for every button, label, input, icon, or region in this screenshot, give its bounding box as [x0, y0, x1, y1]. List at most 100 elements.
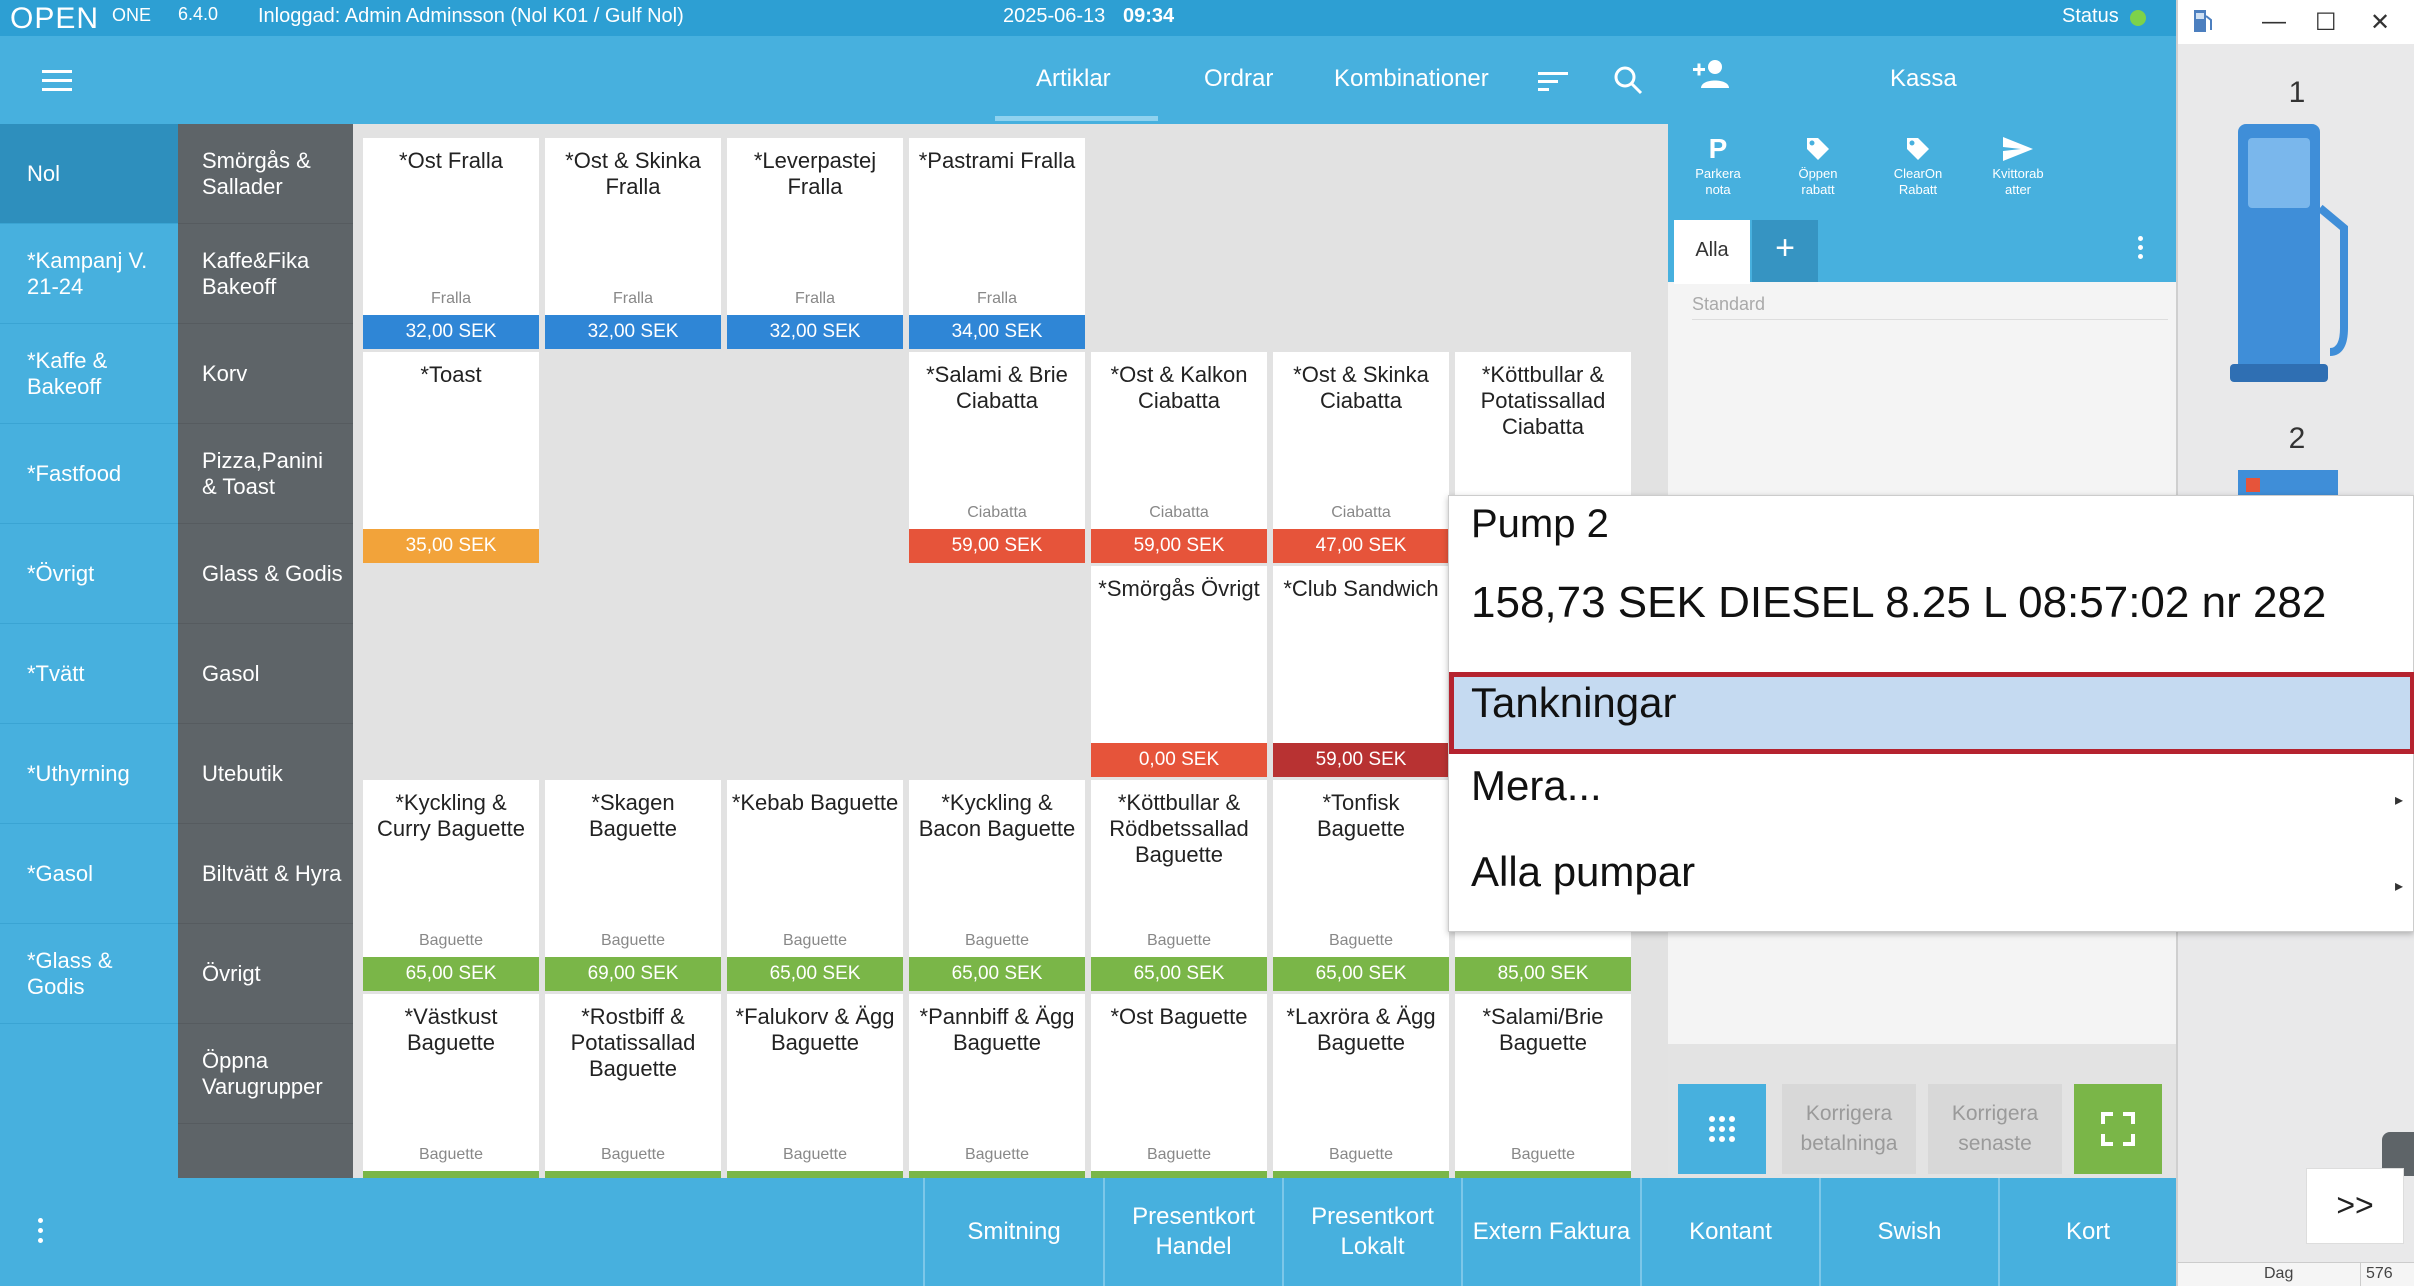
nav-item-ovrigt[interactable]: *Övrigt	[0, 524, 178, 624]
presentkort-lokalt-button[interactable]: Presentkort Lokalt	[1282, 1178, 1461, 1286]
product-tile[interactable]: *Ost & Skinka Ciabatta Ciabatta 47,00 SEK	[1273, 352, 1449, 563]
action-label: Parkera nota	[1695, 166, 1741, 197]
pump-2-label: 2	[2288, 422, 2306, 455]
product-name: *Ost & Skinka Ciabatta	[1293, 362, 1429, 413]
product-tile[interactable]: *Skagen Baguette Baguette 69,00 SEK	[545, 780, 721, 991]
menu-item-alla-pumpar[interactable]: Alla pumpar ▸	[1449, 846, 2414, 926]
product-tile[interactable]: *Kebab Baguette Baguette 65,00 SEK	[727, 780, 903, 991]
subnav-item[interactable]: Smörgås & Sallader	[178, 124, 353, 224]
fullscreen-button[interactable]	[2074, 1084, 2162, 1174]
subnav-item[interactable]: Korv	[178, 324, 353, 424]
subnav-item[interactable]: Kaffe&Fika Bakeoff	[178, 224, 353, 324]
footer-divider	[2360, 1263, 2361, 1286]
menu-item-tankningar[interactable]: Tankningar	[1449, 672, 2414, 754]
product-price: 69,00 SEK	[363, 1171, 539, 1178]
nav-item-nol[interactable]: Nol	[0, 124, 178, 224]
smitning-button[interactable]: Smitning	[923, 1178, 1103, 1286]
product-category: Fralla	[612, 290, 653, 307]
product-category: Ciabatta	[1149, 504, 1209, 521]
open-discount-button[interactable]: Öppen rabatt	[1782, 132, 1854, 198]
product-tile[interactable]: *Ost & Kalkon Ciabatta Ciabatta 59,00 SEK	[1091, 352, 1267, 563]
product-tile[interactable]: *Västkust Baguette Baguette 69,00 SEK	[363, 994, 539, 1178]
more-options-icon[interactable]	[2138, 236, 2144, 263]
product-name: *Toast	[420, 362, 482, 387]
product-tile[interactable]: *Laxröra & Ägg Baguette Baguette 85,00 SEK	[1273, 994, 1449, 1178]
product-tile[interactable]: *Köttbullar & Rödbetssallad Baguette Bagu…	[1091, 780, 1267, 991]
product-tile[interactable]: *Pannbiff & Ägg Baguette Baguette 65,00 SE…	[909, 994, 1085, 1178]
product-tile[interactable]: *Salami & Brie Ciabatta Ciabatta 59,00 SEK	[909, 352, 1085, 563]
nav-item-glass-godis[interactable]: *Glass & Godis	[0, 924, 178, 1024]
subnav-item[interactable]: Öppna Varugrupper	[178, 1024, 353, 1124]
product-tile[interactable]: *Club Sandwich 59,00 SEK	[1273, 566, 1449, 777]
kontant-button[interactable]: Kontant	[1640, 1178, 1819, 1286]
product-name: *Rostbiff & Potatissallad Baguette	[570, 1004, 696, 1081]
minimize-icon[interactable]: —	[2262, 8, 2286, 35]
subnav-item[interactable]: Pizza,Panini & Toast	[178, 424, 353, 524]
more-options-icon[interactable]	[38, 1218, 44, 1248]
nav-item-kampanj[interactable]: *Kampanj V. 21-24	[0, 224, 178, 324]
search-icon[interactable]	[1612, 64, 1644, 96]
product-tile[interactable]: *Ost Baguette Baguette 59,00 SEK	[1091, 994, 1267, 1178]
product-tile[interactable]: *Pastrami Fralla Fralla 34,00 SEK	[909, 138, 1085, 349]
nav-item-fastfood[interactable]: *Fastfood	[0, 424, 178, 524]
product-price: 32,00 SEK	[363, 315, 539, 349]
subnav-item[interactable]: Utebutik	[178, 724, 353, 824]
correct-payment-button[interactable]: Korrigera betalninga	[1782, 1084, 1916, 1174]
keypad-button[interactable]	[1678, 1084, 1766, 1174]
nav-item-tvatt[interactable]: *Tvätt	[0, 624, 178, 724]
product-tile[interactable]: *Ost Fralla Fralla 32,00 SEK	[363, 138, 539, 349]
payment-bar: Smitning Presentkort Handel Presentkort …	[0, 1178, 2176, 1286]
product-tile[interactable]: *Smörgås Övrigt 0,00 SEK	[1091, 566, 1267, 777]
correct-last-button[interactable]: Korrigera senaste	[1928, 1084, 2062, 1174]
product-price: 65,00 SEK	[545, 1171, 721, 1178]
product-price: 65,00 SEK	[1273, 957, 1449, 991]
nav-item-uthyrning[interactable]: *Uthyrning	[0, 724, 178, 824]
product-category: Baguette	[600, 1146, 666, 1163]
product-category: Fralla	[976, 290, 1017, 307]
add-tab-button[interactable]: +	[1752, 220, 1818, 282]
maximize-icon[interactable]: ☐	[2315, 9, 2337, 36]
product-tile[interactable]: *Falukorv & Ägg Baguette Baguette 65,00 SE…	[727, 994, 903, 1178]
clearon-discount-button[interactable]: ClearOn Rabatt	[1882, 132, 1954, 198]
nav-item-gasol[interactable]: *Gasol	[0, 824, 178, 924]
subnav-item[interactable]: Biltvätt & Hyra	[178, 824, 353, 924]
fuel-pump-1-icon[interactable]	[2218, 118, 2368, 388]
subnav-item-label: Pizza,Panini & Toast	[202, 447, 324, 499]
product-tile[interactable]: *Rostbiff & Potatissallad Baguette Baguet…	[545, 994, 721, 1178]
sort-icon[interactable]	[1538, 72, 1568, 92]
menu-item-mera[interactable]: Mera... ▸	[1449, 760, 2414, 840]
product-tile[interactable]: *Leverpastej Fralla Fralla 32,00 SEK	[727, 138, 903, 349]
version-label: 6.4.0	[178, 4, 219, 24]
kort-button[interactable]: Kort	[1998, 1178, 2176, 1286]
tab-alla[interactable]: Alla	[1674, 220, 1750, 284]
product-tile[interactable]: *Kyckling & Curry Baguette Baguette 65,00 …	[363, 780, 539, 991]
product-tile[interactable]: *Toast 35,00 SEK	[363, 352, 539, 563]
product-category: Baguette	[418, 1146, 484, 1163]
menu-transaction[interactable]: 158,73 SEK DIESEL 8.25 L 08:57:02 nr 282	[1449, 570, 2414, 660]
park-receipt-button[interactable]: P Parkera nota	[1682, 132, 1754, 198]
product-category: Baguette	[964, 932, 1030, 949]
add-customer-icon[interactable]	[1693, 58, 1733, 88]
more-pumps-button[interactable]: >>	[2306, 1168, 2404, 1244]
subnav-item[interactable]: Glass & Godis	[178, 524, 353, 624]
nav-item-label: *Övrigt	[27, 560, 95, 586]
product-name: *Laxröra & Ägg Baguette	[1286, 1004, 1436, 1055]
receipt-discount-button[interactable]: Kvittorab atter	[1982, 132, 2054, 198]
extern-faktura-button[interactable]: Extern Faktura	[1461, 1178, 1640, 1286]
product-tile[interactable]: *Kyckling & Bacon Baguette Baguette 65,00 …	[909, 780, 1085, 991]
tab-artiklar[interactable]: Artiklar	[1036, 65, 1111, 92]
subnav-item[interactable]: Gasol	[178, 624, 353, 724]
close-icon[interactable]: ✕	[2370, 9, 2391, 36]
nav-item-kaffe-bakeoff[interactable]: *Kaffe & Bakeoff	[0, 324, 178, 424]
swish-button[interactable]: Swish	[1819, 1178, 1998, 1286]
presentkort-handel-button[interactable]: Presentkort Handel	[1103, 1178, 1282, 1286]
nav-item-label: Nol	[27, 160, 61, 186]
hamburger-menu-icon[interactable]	[42, 70, 72, 92]
product-tile[interactable]: *Ost & Skinka Fralla Fralla 32,00 SEK	[545, 138, 721, 349]
active-tab-indicator	[995, 116, 1158, 121]
subnav-item[interactable]: Övrigt	[178, 924, 353, 1024]
tab-kombinationer[interactable]: Kombinationer	[1334, 65, 1489, 92]
product-tile[interactable]: *Tonfisk Baguette Baguette 65,00 SEK	[1273, 780, 1449, 991]
tab-ordrar[interactable]: Ordrar	[1204, 65, 1274, 92]
product-tile[interactable]: *Salami/Brie Baguette Baguette 65,00 SEK	[1455, 994, 1631, 1178]
